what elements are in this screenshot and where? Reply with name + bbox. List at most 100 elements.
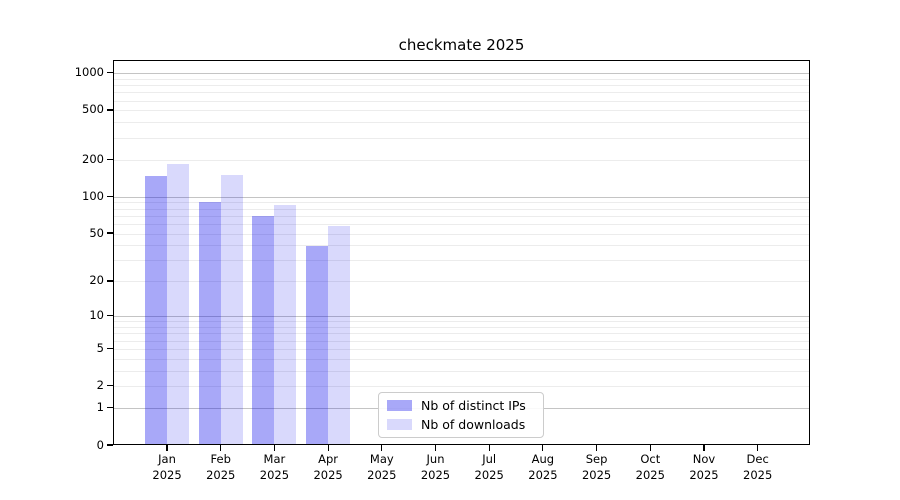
bar-mar-downloads (274, 204, 297, 444)
x-tick-label-month-dec: Dec (746, 452, 769, 466)
x-tickmark-jun (434, 445, 437, 451)
y-tickmark-5 (107, 347, 113, 350)
x-tick-label-month-nov: Nov (692, 452, 716, 466)
y-tickmark-2 (107, 385, 113, 387)
gridline-minor-800 (114, 85, 809, 87)
x-tickmark-apr (327, 445, 329, 451)
legend-item-distinct-ips: Nb of distinct IPs (387, 398, 535, 414)
bar-jan-distinct-ips (145, 175, 168, 444)
x-tick-label-feb: Feb 2025 (191, 452, 251, 483)
x-tick-label-year-mar: 2025 (259, 467, 290, 482)
gridline-minor-4 (114, 358, 809, 360)
x-tick-label-year-sep: 2025 (581, 467, 612, 482)
x-tickmark-feb (220, 445, 222, 451)
x-tick-label-year-oct: 2025 (635, 467, 665, 482)
x-tick-label-year-aug: 2025 (528, 467, 558, 482)
x-tick-label-month-apr: Apr (318, 452, 339, 466)
x-tick-label-month-sep: Sep (585, 452, 608, 466)
x-tick-label-month-may: May (369, 452, 394, 466)
gridline-minor-500 (114, 110, 809, 112)
gridline-minor-40 (114, 245, 809, 247)
gridline-major-1000 (114, 73, 809, 75)
gridline-minor-900 (114, 78, 809, 80)
gridline-major-100 (114, 196, 809, 198)
legend-label-distinct-ips: Nb of distinct IPs (421, 398, 526, 413)
y-tick-label-100: 100 (82, 188, 104, 203)
y-tickmark-10 (107, 315, 113, 317)
bar-apr-downloads (328, 226, 351, 444)
x-tick-label-year-nov: 2025 (689, 467, 719, 482)
y-tick-label-500: 500 (82, 102, 104, 117)
x-tickmark-jul (488, 445, 490, 451)
y-tick-label-200: 200 (82, 151, 104, 166)
x-tick-label-year-dec: 2025 (743, 467, 773, 482)
x-tickmark-jan (166, 445, 168, 451)
legend-swatch-distinct-ips-icon (387, 400, 412, 411)
y-tickmark-0 (107, 444, 113, 446)
legend-label-downloads: Nb of downloads (421, 417, 526, 432)
gridline-minor-300 (114, 137, 809, 139)
x-tick-label-may: May 2025 (352, 452, 412, 483)
y-tick-label-5: 5 (96, 340, 104, 355)
x-tick-label-mar: Mar 2025 (244, 452, 304, 483)
gridline-minor-70 (114, 215, 809, 217)
x-tick-label-year-jul: 2025 (474, 467, 504, 482)
gridline-minor-2 (114, 386, 809, 388)
x-tick-label-year-jan: 2025 (152, 467, 182, 482)
gridline-minor-600 (114, 100, 809, 102)
y-tickmark-100 (107, 195, 113, 197)
y-tickmark-1000 (107, 72, 113, 74)
legend-swatch-downloads-icon (387, 419, 412, 430)
x-tick-label-oct: Oct 2025 (620, 452, 680, 483)
x-tickmark-sep (595, 445, 598, 451)
chart-title: checkmate 2025 (398, 36, 525, 54)
bar-apr-distinct-ips (306, 245, 329, 444)
gridline-minor-30 (114, 260, 809, 262)
legend-item-downloads: Nb of downloads (387, 417, 535, 433)
y-tick-label-1000: 1000 (74, 65, 104, 80)
x-tick-label-year-may: 2025 (367, 467, 397, 482)
y-tick-label-20: 20 (89, 273, 104, 288)
x-tick-label-aug: Aug 2025 (513, 452, 573, 483)
y-tick-label-0: 0 (96, 437, 104, 452)
y-tick-label-1: 1 (96, 400, 104, 415)
gridline-minor-7 (114, 333, 809, 335)
y-tick-label-10: 10 (89, 308, 104, 323)
x-tickmark-nov (703, 445, 705, 451)
bar-jan-downloads (167, 164, 190, 444)
y-tickmark-50 (107, 232, 113, 234)
gridline-minor-20 (114, 281, 809, 283)
gridline-minor-3 (114, 370, 809, 372)
x-tick-label-jul: Jul 2025 (459, 452, 519, 483)
x-tickmark-aug (542, 445, 544, 451)
gridline-minor-5 (114, 348, 809, 350)
y-tick-label-2: 2 (96, 378, 104, 393)
x-tick-label-month-feb: Feb (210, 452, 231, 466)
legend: Nb of distinct IPs Nb of downloads (378, 392, 544, 438)
x-tick-label-month-jun: Jun (426, 452, 445, 466)
gridline-minor-50 (114, 233, 809, 235)
gridline-minor-6 (114, 340, 809, 342)
x-tick-label-sep: Sep 2025 (567, 452, 627, 483)
x-tickmark-dec (757, 445, 759, 451)
y-tickmark-20 (107, 280, 113, 282)
gridline-minor-90 (114, 202, 809, 204)
gridline-minor-80 (114, 208, 809, 210)
x-tick-label-year-feb: 2025 (206, 467, 236, 482)
x-tick-label-year-apr: 2025 (313, 467, 343, 482)
gridline-minor-400 (114, 122, 809, 124)
bar-feb-distinct-ips (198, 201, 221, 444)
y-tickmark-1 (107, 407, 113, 409)
plot-area (113, 60, 810, 445)
gridline-minor-200 (114, 159, 809, 161)
x-tick-label-jan: Jan 2025 (137, 452, 197, 483)
gridline-minor-700 (114, 92, 809, 94)
gridline-minor-60 (114, 223, 809, 225)
x-tick-label-jun: Jun 2025 (406, 452, 466, 483)
gridline-major-10 (114, 316, 809, 318)
x-tickmark-mar (273, 445, 275, 451)
y-tickmark-500 (107, 109, 113, 111)
bar-mar-distinct-ips (252, 216, 275, 444)
x-tick-label-month-jul: Jul (482, 452, 497, 466)
